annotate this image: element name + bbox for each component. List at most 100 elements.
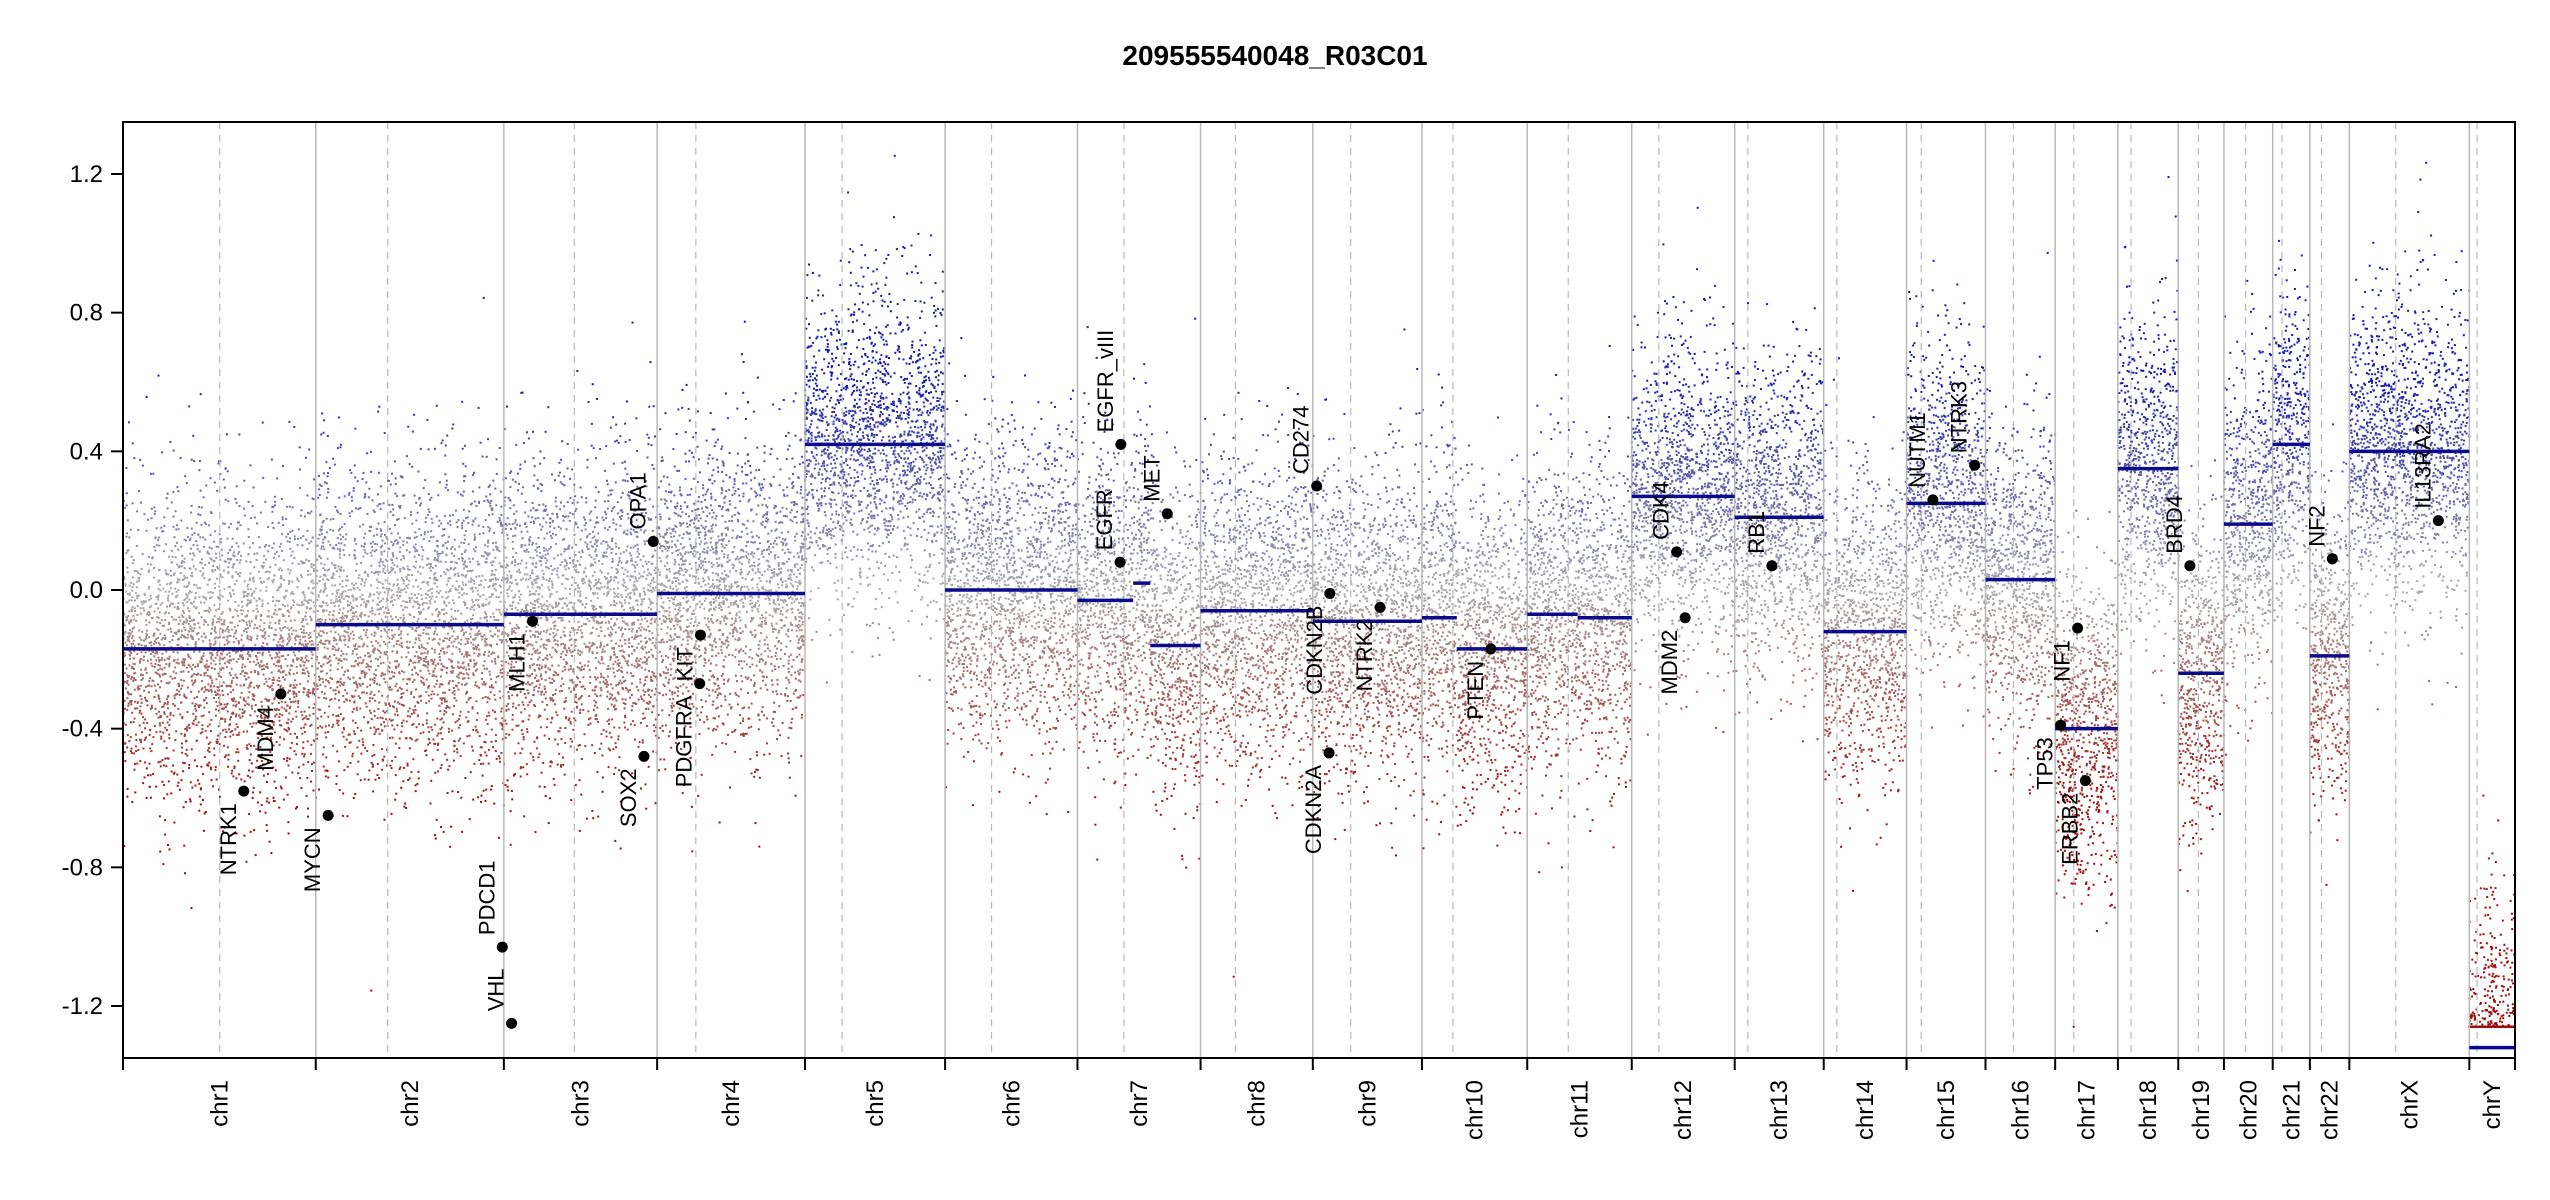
probe-point: [131, 590, 133, 592]
probe-point: [358, 637, 360, 639]
probe-point: [265, 812, 267, 814]
probe-point: [168, 664, 170, 666]
probe-point: [449, 524, 451, 526]
probe-point: [340, 566, 342, 568]
probe-point: [124, 654, 126, 656]
probe-point: [355, 507, 357, 509]
probe-point: [174, 536, 176, 538]
probe-point: [487, 539, 489, 541]
probe-point: [399, 568, 401, 570]
probe-point: [376, 591, 378, 593]
probe-point: [235, 715, 237, 717]
probe-point: [319, 684, 321, 686]
probe-point: [311, 665, 313, 667]
probe-point: [412, 681, 414, 683]
probe-point: [132, 606, 134, 608]
probe-point: [127, 549, 129, 551]
probe-point: [357, 657, 359, 659]
probe-point: [287, 609, 289, 611]
probe-point: [437, 770, 439, 772]
probe-point: [232, 616, 234, 618]
probe-point: [495, 627, 497, 629]
probe-point: [160, 765, 162, 767]
probe-point: [235, 713, 237, 715]
probe-point: [222, 523, 224, 525]
probe-point: [483, 297, 485, 299]
probe-point: [471, 746, 473, 748]
probe-point: [201, 558, 203, 560]
probe-point: [185, 540, 187, 542]
probe-point: [454, 610, 456, 612]
probe-point: [332, 614, 334, 616]
probe-point: [155, 663, 157, 665]
probe-point: [500, 491, 502, 493]
probe-point: [355, 611, 357, 613]
probe-point: [131, 752, 133, 754]
probe-point: [323, 766, 325, 768]
probe-point: [164, 525, 166, 527]
probe-point: [467, 711, 469, 713]
probe-point: [400, 697, 402, 699]
probe-point: [324, 481, 326, 483]
probe-point: [381, 769, 383, 771]
probe-point: [231, 730, 233, 732]
probe-point: [239, 656, 241, 658]
probe-point: [356, 616, 358, 618]
probe-point: [126, 532, 128, 534]
probe-point: [500, 669, 502, 671]
probe-point: [135, 620, 137, 622]
probe-point: [491, 596, 493, 598]
probe-point: [366, 553, 368, 555]
probe-point: [338, 720, 340, 722]
probe-point: [263, 555, 265, 557]
probe-point: [215, 657, 217, 659]
probe-point: [406, 537, 408, 539]
probe-point: [146, 797, 148, 799]
probe-point: [266, 699, 268, 701]
probe-point: [384, 725, 386, 727]
probe-point: [346, 692, 348, 694]
probe-point: [460, 494, 462, 496]
probe-point: [444, 697, 446, 699]
probe-point: [205, 621, 207, 623]
probe-point: [311, 770, 313, 772]
probe-point: [325, 575, 327, 577]
probe-point: [196, 544, 198, 546]
probe-point: [338, 596, 340, 598]
probe-point: [128, 632, 130, 634]
probe-point: [299, 604, 301, 606]
probe-point: [289, 506, 291, 508]
probe-point: [310, 619, 312, 621]
probe-point: [445, 573, 447, 575]
probe-point: [271, 506, 273, 508]
probe-point: [170, 712, 172, 714]
probe-point: [227, 600, 229, 602]
probe-point: [271, 459, 273, 461]
probe-point: [297, 700, 299, 702]
probe-point: [263, 775, 265, 777]
probe-point: [409, 660, 411, 662]
probe-point: [430, 570, 432, 572]
probe-point: [173, 619, 175, 621]
probe-point: [236, 502, 238, 504]
probe-point: [489, 671, 491, 673]
probe-point: [182, 616, 184, 618]
probe-point: [202, 724, 204, 726]
probe-point: [407, 678, 409, 680]
probe-point: [464, 445, 466, 447]
probe-point: [207, 725, 209, 727]
probe-point: [436, 586, 438, 588]
probe-point: [442, 648, 444, 650]
probe-point: [463, 480, 465, 482]
probe-point: [372, 650, 374, 652]
probe-point: [452, 635, 454, 637]
probe-point: [149, 734, 151, 736]
probe-point: [320, 514, 322, 516]
probe-point: [182, 623, 184, 625]
probe-point: [195, 607, 197, 609]
probe-point: [380, 675, 382, 677]
probe-point: [151, 665, 153, 667]
probe-point: [358, 662, 360, 664]
probe-point: [126, 617, 128, 619]
probe-point: [425, 633, 427, 635]
